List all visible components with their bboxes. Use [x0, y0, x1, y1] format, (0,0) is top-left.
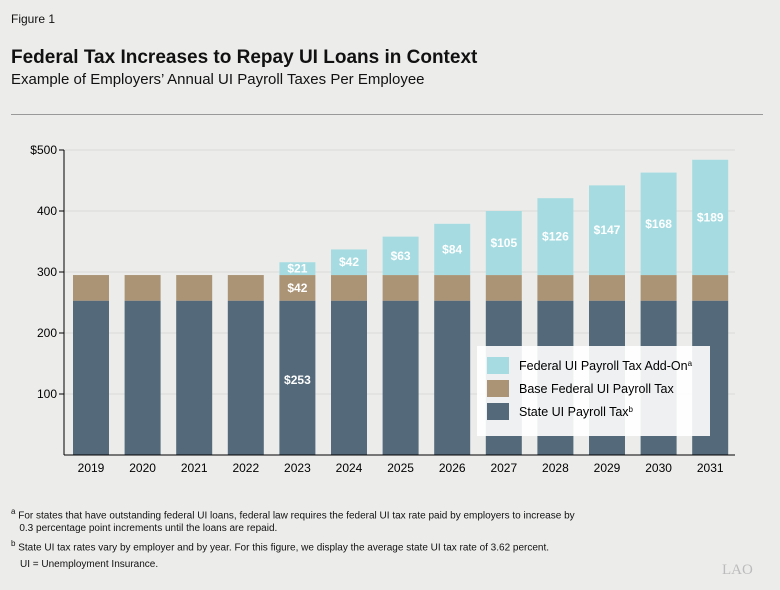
x-tick-label: 2026	[439, 461, 466, 475]
x-tick-label: 2029	[594, 461, 621, 475]
bar-segment-0	[73, 300, 109, 455]
bar-segment-1	[485, 275, 522, 301]
bar-segment-1	[537, 275, 574, 301]
legend-box	[477, 346, 710, 436]
x-tick-label: 2028	[542, 461, 569, 475]
x-tick-label: 2031	[697, 461, 724, 475]
figure-label: Figure 1	[11, 12, 56, 26]
footnote-text: State UI tax rates vary by employer and …	[18, 542, 550, 554]
data-label-addon: $21	[287, 262, 307, 276]
bar-segment-2	[692, 159, 729, 276]
footnote-marker: b	[11, 539, 16, 548]
bar-segment-2	[537, 198, 574, 276]
bar-segment-2	[589, 185, 625, 276]
legend-label: Federal UI Payroll Tax Add-Ona	[519, 359, 693, 373]
footnote-text: 0.3 percentage point increments until th…	[19, 523, 278, 535]
bar-segment-1	[176, 275, 213, 301]
data-label-addon: $42	[339, 255, 359, 269]
bar-segment-1	[640, 275, 677, 301]
footnote-a: a For states that have outstanding feder…	[11, 505, 575, 535]
bar-segment-1	[382, 275, 419, 301]
bar-segment-1	[331, 275, 367, 301]
bar-segment-0	[331, 300, 367, 455]
bar-segment-0	[382, 300, 419, 455]
bar-segment-2	[382, 236, 419, 276]
stacked-bar-chart: $500 400 300 200 100 2019 2020 2021 2022 2023 2024…	[30, 143, 735, 475]
bar-segment-1	[589, 275, 625, 301]
y-tick-label: 100	[37, 387, 57, 401]
legend-swatch	[487, 380, 509, 397]
footnote-marker: a	[11, 507, 16, 516]
bar-segment-0	[279, 300, 316, 455]
x-tick-label: 2023	[284, 461, 311, 475]
bar-segment-2	[279, 262, 316, 276]
bar-segment-1	[692, 275, 729, 301]
lao-logo: LAO	[722, 562, 753, 578]
chart-subtitle: Example of Employers’ Annual UI Payroll …	[11, 71, 425, 88]
footnote-text: For states that have outstanding federal…	[18, 510, 575, 522]
y-tick-label: 400	[37, 204, 57, 218]
x-tick-label: 2025	[387, 461, 414, 475]
data-label-addon: $105	[490, 236, 517, 250]
x-tick-label: 2027	[490, 461, 517, 475]
bar-segment-0	[176, 300, 213, 455]
x-tick-label: 2030	[645, 461, 672, 475]
bar-segment-2	[485, 211, 522, 276]
bar-segment-2	[331, 249, 367, 276]
legend-label: State UI Payroll Taxb	[519, 405, 634, 419]
bar-segment-0	[124, 300, 161, 455]
bar-segment-1	[227, 275, 264, 301]
data-label-addon: $84	[442, 242, 462, 256]
divider	[11, 114, 763, 115]
chart-title: Federal Tax Increases to Repay UI Loans …	[11, 47, 478, 68]
data-label-addon: $168	[645, 217, 672, 231]
x-tick-label: 2024	[336, 461, 363, 475]
legend-label: Base Federal UI Payroll Tax	[519, 382, 674, 396]
y-tick-label: 200	[37, 326, 57, 340]
bar-segment-0	[227, 300, 264, 455]
data-label-addon: $147	[594, 223, 621, 237]
y-tick-label: $500	[30, 143, 57, 157]
data-label-addon: $126	[542, 230, 569, 244]
bar-segment-1	[124, 275, 161, 301]
x-tick-label: 2020	[129, 461, 156, 475]
y-tick-label: 300	[37, 265, 57, 279]
bar-segment-1	[434, 275, 471, 301]
bar-segment-1	[73, 275, 109, 301]
data-label-state: $253	[284, 373, 311, 387]
footnote-b: b State UI tax rates vary by employer an…	[11, 537, 549, 554]
bar-segment-2	[434, 223, 471, 276]
bar-segment-2	[640, 172, 677, 276]
data-label-base: $42	[287, 281, 307, 295]
x-tick-label: 2022	[232, 461, 259, 475]
data-label-addon: $63	[391, 249, 411, 263]
data-label-addon: $189	[697, 210, 724, 224]
legend-swatch	[487, 403, 509, 420]
x-tick-label: 2021	[181, 461, 208, 475]
abbreviation-note: UI = Unemployment Insurance.	[20, 559, 159, 570]
bar-segment-0	[434, 300, 471, 455]
x-tick-label: 2019	[78, 461, 105, 475]
legend-swatch	[487, 357, 509, 374]
bar-segment-1	[279, 275, 316, 301]
